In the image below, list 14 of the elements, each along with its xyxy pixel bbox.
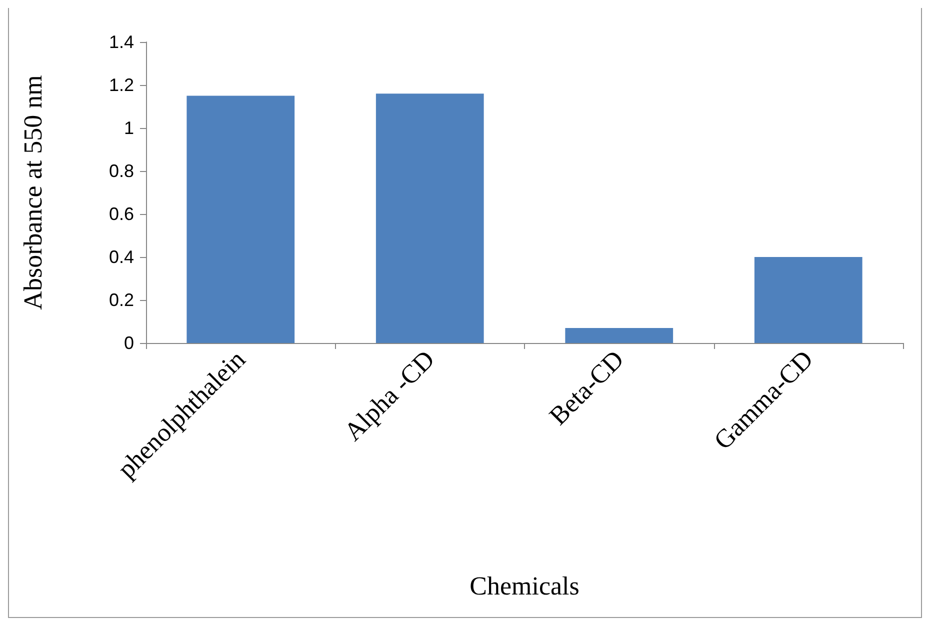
y-tick-label: 0: [124, 333, 134, 353]
bar: [754, 257, 862, 343]
y-tick-label: 0.8: [108, 161, 134, 181]
y-tick-label: 0.4: [108, 247, 134, 267]
y-tick-label: 0.6: [108, 204, 134, 224]
y-tick-label: 1: [124, 118, 134, 138]
bar: [565, 328, 674, 343]
y-axis-title: Absorbance at 550 nm: [18, 75, 48, 310]
x-axis-title: Chemicals: [470, 572, 580, 600]
y-tick-label: 1.4: [108, 32, 134, 52]
bar: [376, 94, 484, 343]
bar: [186, 96, 295, 343]
y-tick-label: 0.2: [108, 290, 134, 310]
y-tick-label: 1.2: [108, 75, 134, 95]
